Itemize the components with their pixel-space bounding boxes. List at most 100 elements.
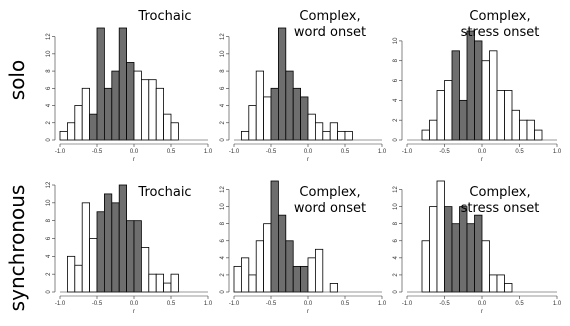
y-tick-label: 4 <box>393 98 399 102</box>
row-label-synchronous: synchronous <box>5 185 29 312</box>
histogram-bar <box>163 113 172 141</box>
histogram-bar <box>292 87 302 141</box>
histogram-bar <box>67 122 76 141</box>
y-tick-label: 2 <box>393 118 399 122</box>
histogram-bar <box>270 87 279 141</box>
x-tick-label: 0.5 <box>167 149 176 155</box>
panel-title: Complex, <box>469 9 530 24</box>
histogram-bar <box>118 27 127 141</box>
x-tick-label: -0.5 <box>92 149 103 155</box>
y-tick-label: 6 <box>46 86 52 90</box>
x-tick-label: 0.0 <box>304 149 313 155</box>
histogram-bar <box>451 223 460 293</box>
x-axis-label: r <box>481 157 483 163</box>
y-tick-label: 6 <box>46 236 52 240</box>
histogram-bar <box>489 274 498 293</box>
y-tick-label: 2 <box>46 120 52 124</box>
y-tick-label: 8 <box>46 69 52 73</box>
y-tick-label: 12 <box>220 33 226 40</box>
histogram-bar <box>300 96 309 141</box>
histogram-bar <box>459 99 468 141</box>
x-tick-label: 1.0 <box>204 301 213 307</box>
histogram-bar <box>421 240 430 293</box>
histogram-bar <box>67 255 76 293</box>
histogram-bar <box>240 257 250 293</box>
y-tick-label: 10 <box>220 50 226 57</box>
y-tick-label: 0 <box>46 138 52 142</box>
histogram-solo-complex-stress-onset: -1.0 -0.5 0.0 0.5 1.0 r 0 2 4 6 8 10 Complex,stress … <box>393 9 562 163</box>
y-tick-label: 8 <box>220 221 226 225</box>
y-tick-label: 2 <box>393 273 399 277</box>
x-tick-label: 1.0 <box>553 149 562 155</box>
x-tick-label: 1.0 <box>553 301 562 307</box>
histogram-bar <box>526 119 535 141</box>
histogram-bar <box>504 283 513 293</box>
histogram-synchronous-trochaic: -1.0 -0.5 0.0 0.5 1.0 r 0 2 4 6 8 10 12 Trochaic <box>46 181 213 315</box>
histogram-bar <box>104 87 113 141</box>
x-tick-label: 1.0 <box>378 301 387 307</box>
x-tick-label: -1.0 <box>55 149 66 155</box>
y-tick-label: 6 <box>220 86 226 90</box>
histogram-bar <box>314 122 324 141</box>
histogram-bar <box>292 265 302 293</box>
x-axis-label: r <box>307 157 309 163</box>
x-tick-label: 0.0 <box>478 301 487 307</box>
y-tick-label: 10 <box>220 203 226 210</box>
histogram-bar <box>133 70 142 141</box>
histogram-bar <box>329 283 339 293</box>
y-tick-label: 10 <box>393 203 399 210</box>
y-tick-label: 8 <box>393 221 399 225</box>
y-tick-label: 4 <box>393 256 399 260</box>
histogram-bar <box>263 223 272 293</box>
histogram-bar <box>504 90 513 141</box>
histogram-bar <box>344 130 353 141</box>
histogram-bar <box>118 184 127 293</box>
histogram-bar <box>133 220 142 293</box>
histogram-bar <box>140 79 150 141</box>
y-tick-label: 4 <box>220 256 226 260</box>
histogram-bar <box>270 180 279 293</box>
histogram-bar <box>140 247 150 293</box>
histogram-bar <box>248 105 257 141</box>
x-tick-label: -1.0 <box>55 301 66 307</box>
x-tick-label: 0.5 <box>341 149 350 155</box>
histogram-bar <box>255 240 265 293</box>
y-tick-label: 2 <box>220 120 226 124</box>
panel-title: Trochaic <box>137 185 191 200</box>
histogram-bar <box>155 87 164 141</box>
histogram-bar <box>111 202 120 293</box>
histogram-bar <box>170 122 179 141</box>
histogram-bar <box>300 265 309 293</box>
histogram-bar <box>277 214 287 293</box>
histogram-bar <box>466 30 475 141</box>
x-tick-label: 0.5 <box>515 149 524 155</box>
panel-title: word onset <box>294 201 366 216</box>
panel-title: Trochaic <box>137 9 191 24</box>
y-tick-label: 12 <box>46 181 52 188</box>
x-axis-label: r <box>133 309 135 315</box>
histogram-bar <box>451 50 460 141</box>
y-tick-label: 0 <box>393 138 399 142</box>
y-tick-label: 10 <box>46 50 52 57</box>
row-label-solo: solo <box>5 60 29 100</box>
histogram-bar <box>89 238 98 293</box>
histogram-bar <box>496 274 505 293</box>
histogram-bar <box>126 62 135 141</box>
y-tick-label: 2 <box>46 272 52 276</box>
y-tick-label: 6 <box>393 78 399 82</box>
histogram-bar <box>337 130 346 141</box>
panel-title: Complex, <box>299 9 360 24</box>
histogram-bar <box>277 27 287 141</box>
histogram-bar <box>263 96 272 141</box>
x-tick-label: -1.0 <box>229 301 240 307</box>
histogram-bar <box>421 129 430 141</box>
x-tick-label: -1.0 <box>402 301 413 307</box>
y-tick-label: 8 <box>220 69 226 73</box>
y-tick-label: 0 <box>393 290 399 294</box>
histogram-bar <box>329 122 339 141</box>
histogram-bar <box>163 282 172 293</box>
histogram-bar <box>170 273 179 293</box>
x-tick-label: -1.0 <box>402 149 413 155</box>
histogram-bar <box>96 27 105 141</box>
